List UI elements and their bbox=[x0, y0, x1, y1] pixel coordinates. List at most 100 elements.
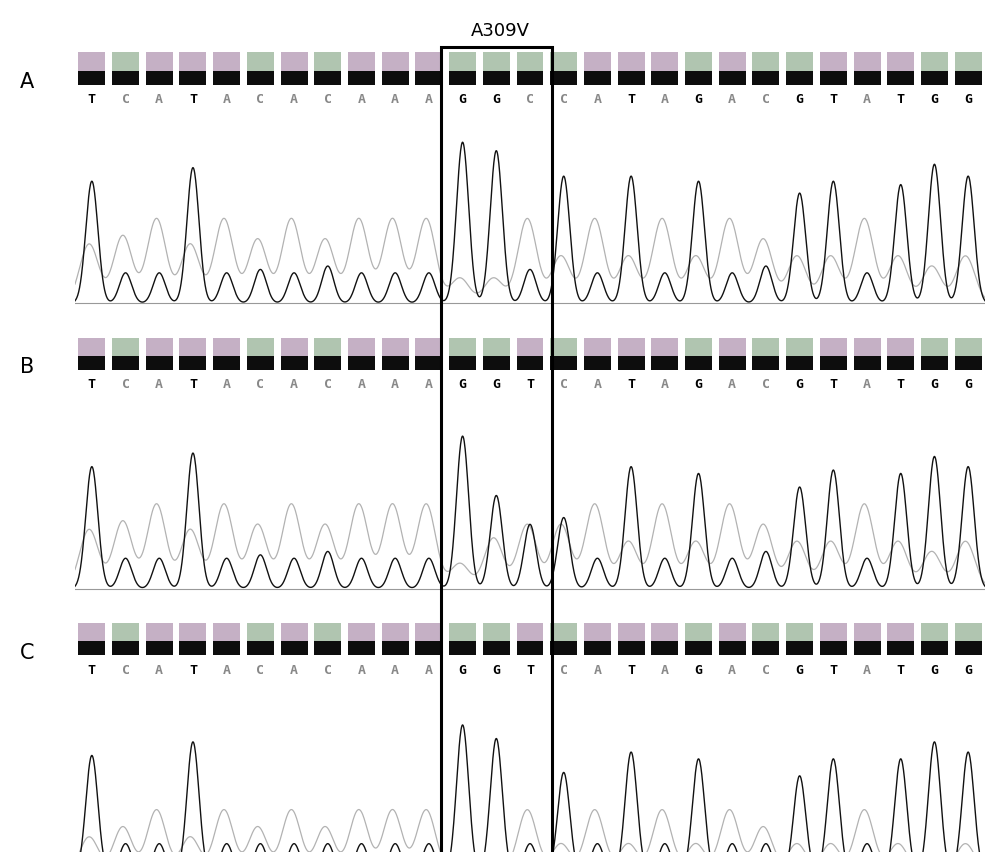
Text: A: A bbox=[290, 93, 298, 106]
Bar bbox=[651, 338, 678, 370]
Bar bbox=[483, 53, 510, 84]
Bar bbox=[112, 338, 139, 370]
Text: A: A bbox=[357, 93, 365, 106]
Text: T: T bbox=[897, 93, 905, 106]
Text: T: T bbox=[897, 664, 905, 676]
Text: A: A bbox=[223, 378, 231, 391]
Bar bbox=[887, 338, 914, 356]
Bar bbox=[854, 338, 881, 356]
Bar bbox=[314, 338, 341, 356]
Text: T: T bbox=[88, 93, 96, 106]
Text: G: G bbox=[492, 378, 500, 391]
Text: G: G bbox=[930, 378, 938, 391]
Bar bbox=[921, 624, 948, 642]
Bar bbox=[449, 624, 476, 655]
Bar bbox=[146, 53, 173, 84]
Bar bbox=[146, 338, 173, 356]
Bar bbox=[887, 53, 914, 71]
Bar bbox=[651, 624, 678, 642]
Bar bbox=[752, 338, 779, 356]
Bar bbox=[550, 624, 577, 642]
Text: A: A bbox=[425, 93, 433, 106]
Bar bbox=[820, 338, 847, 356]
Bar bbox=[887, 53, 914, 84]
Bar bbox=[382, 624, 409, 642]
Bar bbox=[820, 53, 847, 71]
Bar bbox=[415, 53, 442, 71]
Bar bbox=[179, 624, 206, 642]
Bar bbox=[314, 53, 341, 84]
Bar bbox=[618, 624, 645, 642]
Bar bbox=[887, 338, 914, 370]
Bar bbox=[685, 624, 712, 655]
Bar bbox=[281, 53, 308, 84]
Bar bbox=[314, 624, 341, 655]
Bar bbox=[348, 338, 375, 370]
Bar bbox=[820, 53, 847, 84]
Bar bbox=[820, 338, 847, 370]
Bar bbox=[146, 53, 173, 71]
Bar bbox=[247, 53, 274, 71]
Text: C: C bbox=[560, 378, 568, 391]
Bar bbox=[112, 53, 139, 84]
Text: A: A bbox=[391, 93, 399, 106]
Bar bbox=[955, 338, 982, 370]
Bar bbox=[78, 338, 105, 356]
Text: A: A bbox=[223, 93, 231, 106]
Bar bbox=[179, 53, 206, 84]
Bar bbox=[382, 53, 409, 71]
Bar bbox=[550, 338, 577, 356]
Text: A: A bbox=[357, 664, 365, 676]
Bar bbox=[955, 53, 982, 71]
Bar bbox=[618, 53, 645, 84]
Bar bbox=[921, 338, 948, 356]
Bar bbox=[449, 53, 476, 84]
Bar bbox=[550, 624, 577, 655]
Bar bbox=[78, 53, 105, 71]
Bar bbox=[415, 624, 442, 655]
Bar bbox=[887, 624, 914, 642]
Bar bbox=[955, 53, 982, 84]
Bar bbox=[314, 624, 341, 642]
Bar bbox=[179, 624, 206, 655]
Bar bbox=[550, 53, 577, 71]
Text: G: G bbox=[796, 378, 804, 391]
Text: T: T bbox=[526, 378, 534, 391]
Bar bbox=[786, 624, 813, 655]
Text: G: G bbox=[930, 664, 938, 676]
Bar bbox=[112, 53, 139, 71]
Text: T: T bbox=[627, 664, 635, 676]
Text: C: C bbox=[560, 664, 568, 676]
Bar bbox=[78, 53, 105, 84]
Bar bbox=[719, 624, 746, 655]
Text: A: A bbox=[728, 664, 736, 676]
Bar bbox=[550, 53, 577, 84]
Text: T: T bbox=[189, 378, 197, 391]
Bar bbox=[955, 624, 982, 655]
Bar bbox=[786, 53, 813, 71]
Bar bbox=[820, 624, 847, 642]
Bar bbox=[584, 624, 611, 655]
Bar bbox=[213, 53, 240, 71]
Bar bbox=[854, 624, 881, 655]
Bar bbox=[78, 624, 105, 642]
Text: T: T bbox=[88, 664, 96, 676]
Bar bbox=[213, 624, 240, 655]
Text: G: G bbox=[964, 378, 972, 391]
Bar bbox=[618, 624, 645, 655]
Bar bbox=[78, 338, 105, 370]
Text: B: B bbox=[20, 357, 34, 377]
Bar bbox=[719, 338, 746, 356]
Text: G: G bbox=[492, 93, 500, 106]
Text: A: A bbox=[863, 664, 871, 676]
Bar bbox=[449, 624, 476, 642]
Bar bbox=[752, 53, 779, 84]
Text: A: A bbox=[661, 664, 669, 676]
Text: C: C bbox=[560, 93, 568, 106]
Bar bbox=[854, 624, 881, 642]
Bar bbox=[247, 338, 274, 356]
Text: G: G bbox=[459, 93, 467, 106]
Bar bbox=[281, 338, 308, 356]
Bar bbox=[921, 53, 948, 71]
Bar bbox=[618, 53, 645, 71]
